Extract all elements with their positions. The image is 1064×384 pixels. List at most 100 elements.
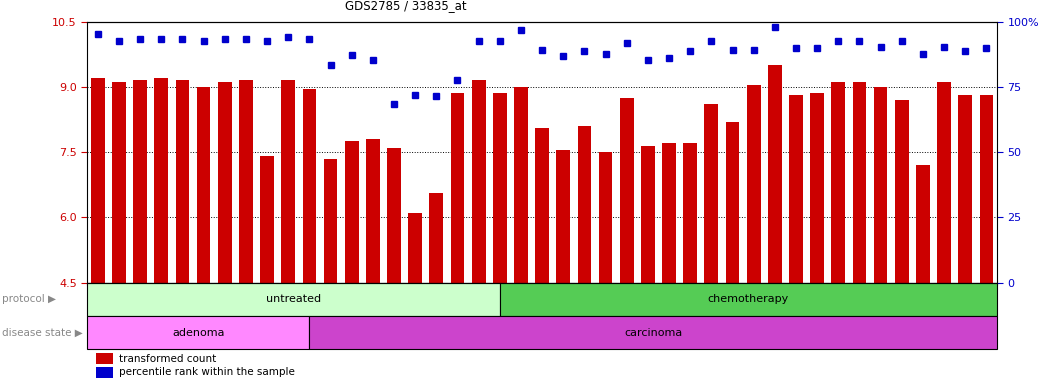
Bar — [680, 283, 701, 285]
Bar — [662, 143, 676, 283]
Bar — [133, 80, 147, 283]
Bar — [514, 87, 528, 283]
Bar — [154, 78, 168, 283]
Bar — [214, 283, 235, 285]
Bar — [235, 283, 256, 285]
Bar — [641, 146, 654, 283]
Bar — [218, 83, 232, 283]
Text: GDS2785 / 33835_at: GDS2785 / 33835_at — [345, 0, 466, 12]
Bar — [683, 143, 697, 283]
Text: adenoma: adenoma — [172, 328, 225, 338]
Bar — [97, 353, 113, 364]
Bar — [193, 283, 214, 285]
Bar — [176, 80, 189, 283]
Bar — [109, 283, 130, 285]
Bar — [701, 283, 722, 285]
Bar — [595, 283, 616, 285]
Bar — [239, 80, 253, 283]
Bar — [383, 283, 404, 285]
Bar — [447, 283, 468, 285]
Bar — [532, 283, 552, 285]
Text: carcinoma: carcinoma — [625, 328, 682, 338]
Bar — [828, 283, 849, 285]
Bar — [552, 283, 573, 285]
Bar — [430, 194, 444, 283]
Bar — [197, 87, 211, 283]
Bar — [387, 148, 401, 283]
Bar — [535, 128, 549, 283]
Bar — [599, 152, 613, 283]
Bar — [659, 283, 680, 285]
Bar — [426, 283, 447, 285]
Bar — [451, 93, 464, 283]
Bar — [959, 96, 972, 283]
Bar — [87, 316, 310, 349]
Bar — [849, 283, 870, 285]
Bar — [637, 283, 659, 285]
Bar — [409, 213, 422, 283]
Bar — [811, 93, 824, 283]
Bar — [722, 283, 743, 285]
Bar — [511, 283, 532, 285]
Bar — [616, 283, 637, 285]
Bar — [578, 126, 592, 283]
Bar — [489, 283, 511, 285]
Bar — [151, 283, 172, 285]
Bar — [366, 139, 380, 283]
Bar — [130, 283, 151, 285]
Bar — [323, 159, 337, 283]
Bar — [933, 283, 954, 285]
Bar — [256, 283, 278, 285]
Bar — [320, 283, 342, 285]
Bar — [976, 283, 997, 285]
Bar — [768, 65, 782, 283]
Bar — [912, 283, 933, 285]
Bar — [747, 84, 761, 283]
Bar — [726, 122, 739, 283]
Bar — [556, 150, 570, 283]
Bar — [895, 100, 909, 283]
Bar — [404, 283, 426, 285]
Bar — [468, 283, 489, 285]
Bar — [278, 283, 299, 285]
Text: protocol ▶: protocol ▶ — [2, 294, 56, 305]
Bar — [302, 89, 316, 283]
Bar — [743, 283, 764, 285]
Bar — [261, 156, 273, 283]
Bar — [172, 283, 193, 285]
Bar — [954, 283, 976, 285]
Bar — [281, 80, 295, 283]
Bar — [573, 283, 595, 285]
Bar — [112, 83, 126, 283]
Bar — [620, 98, 633, 283]
Bar — [937, 83, 951, 283]
Bar — [310, 316, 997, 349]
Bar — [87, 283, 109, 285]
Bar — [471, 80, 485, 283]
Bar — [892, 283, 912, 285]
Bar — [342, 283, 362, 285]
Bar — [500, 283, 997, 316]
Bar — [870, 283, 892, 285]
Bar — [704, 104, 718, 283]
Bar — [785, 283, 807, 285]
Text: transformed count: transformed count — [119, 354, 216, 364]
Text: percentile rank within the sample: percentile rank within the sample — [119, 367, 295, 377]
Bar — [87, 283, 500, 316]
Bar — [807, 283, 828, 285]
Bar — [299, 283, 320, 285]
Bar — [874, 87, 887, 283]
Bar — [97, 367, 113, 378]
Bar — [852, 83, 866, 283]
Bar — [362, 283, 383, 285]
Bar — [916, 165, 930, 283]
Text: disease state ▶: disease state ▶ — [2, 328, 83, 338]
Bar — [345, 141, 359, 283]
Bar — [764, 283, 785, 285]
Bar — [980, 96, 994, 283]
Bar — [831, 83, 845, 283]
Text: chemotherapy: chemotherapy — [708, 294, 789, 305]
Bar — [493, 93, 506, 283]
Bar — [90, 78, 104, 283]
Text: untreated: untreated — [266, 294, 321, 305]
